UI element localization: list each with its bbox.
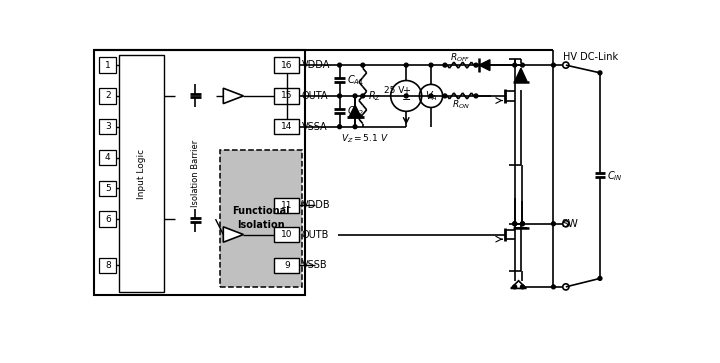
Bar [99, 88, 117, 103]
Bar [99, 150, 117, 165]
Polygon shape [223, 88, 243, 103]
Circle shape [338, 63, 341, 67]
Text: $R_{ON}$: $R_{ON}$ [451, 98, 469, 111]
Text: SW: SW [561, 219, 578, 229]
Text: $R_Z$: $R_Z$ [368, 89, 382, 103]
Text: +: + [402, 86, 410, 95]
Text: VDDA: VDDA [302, 60, 330, 70]
Text: $C_{A1}$: $C_{A1}$ [346, 74, 364, 87]
Bar [99, 211, 117, 227]
Circle shape [404, 94, 408, 98]
Bar [99, 258, 117, 273]
Bar [274, 227, 300, 242]
Bar [274, 258, 300, 273]
Text: HV DC-Link: HV DC-Link [563, 52, 618, 62]
Bar [94, 50, 305, 295]
Text: −: − [402, 95, 411, 105]
Bar [274, 57, 300, 73]
Circle shape [429, 63, 433, 67]
Text: 14: 14 [282, 122, 292, 131]
Circle shape [443, 63, 447, 67]
Circle shape [521, 63, 524, 67]
Text: Functional: Functional [233, 206, 290, 216]
Circle shape [521, 222, 524, 226]
Circle shape [513, 285, 517, 289]
Text: OUTB: OUTB [302, 229, 329, 240]
Circle shape [361, 94, 365, 98]
Polygon shape [515, 68, 527, 82]
Text: 16: 16 [281, 61, 292, 70]
Text: 2: 2 [105, 91, 111, 101]
Circle shape [361, 63, 365, 67]
Circle shape [552, 222, 555, 226]
Text: $C_{A2}$: $C_{A2}$ [346, 105, 364, 118]
Text: Input Logic: Input Logic [138, 148, 146, 199]
Circle shape [521, 222, 524, 226]
Text: 4: 4 [105, 153, 111, 162]
Circle shape [429, 94, 433, 98]
Circle shape [353, 125, 357, 129]
Polygon shape [479, 60, 490, 70]
Text: 5: 5 [105, 184, 111, 193]
Text: 3: 3 [105, 122, 111, 131]
Text: 15: 15 [281, 91, 292, 101]
Text: $C_{IN}$: $C_{IN}$ [607, 169, 623, 183]
Bar [175, 55, 215, 292]
Circle shape [404, 63, 408, 67]
Text: 6: 6 [105, 215, 111, 224]
Text: VSSB: VSSB [302, 260, 327, 270]
Circle shape [443, 94, 447, 98]
Bar [274, 197, 300, 213]
Polygon shape [349, 105, 361, 118]
Text: 9: 9 [284, 261, 289, 270]
Circle shape [353, 94, 357, 98]
Circle shape [338, 125, 341, 129]
Circle shape [598, 277, 602, 280]
Text: Isolation Barrier: Isolation Barrier [191, 140, 200, 207]
Text: 1: 1 [105, 61, 111, 70]
Text: $V_Z = 5.1\ V$: $V_Z = 5.1\ V$ [341, 133, 389, 145]
Circle shape [521, 285, 524, 289]
Bar [220, 150, 302, 287]
Circle shape [513, 222, 517, 226]
Polygon shape [223, 227, 243, 242]
Circle shape [598, 71, 602, 75]
Text: VSSA: VSSA [302, 122, 327, 132]
Text: 11: 11 [281, 201, 292, 210]
Circle shape [552, 285, 555, 289]
Text: Isolation: Isolation [238, 220, 285, 229]
Text: OUTA: OUTA [302, 91, 328, 101]
Circle shape [513, 222, 517, 226]
Text: $V_A$: $V_A$ [425, 89, 438, 103]
Polygon shape [510, 281, 526, 289]
Bar [99, 57, 117, 73]
Text: $R_{OFF}$: $R_{OFF}$ [450, 51, 471, 64]
Circle shape [513, 63, 517, 67]
Bar [99, 119, 117, 134]
Text: VDDB: VDDB [302, 200, 330, 210]
Text: 10: 10 [281, 230, 292, 239]
Bar [274, 119, 300, 134]
Circle shape [338, 94, 341, 98]
Bar [99, 181, 117, 196]
Circle shape [552, 63, 555, 67]
Text: 8: 8 [105, 261, 111, 270]
Circle shape [474, 63, 478, 67]
Text: 25 V: 25 V [384, 86, 405, 95]
Bar [274, 88, 300, 103]
Bar [120, 55, 164, 292]
Circle shape [474, 94, 478, 98]
